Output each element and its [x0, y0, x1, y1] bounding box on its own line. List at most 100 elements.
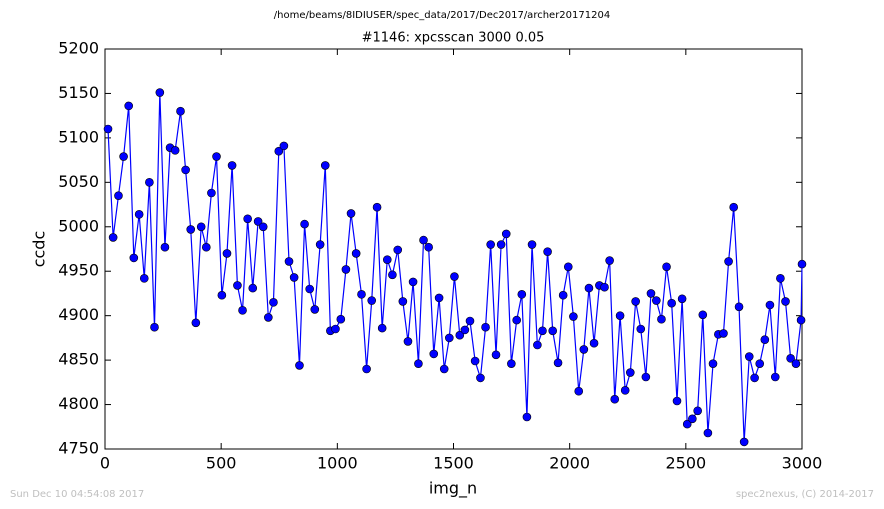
y-axis-label: ccdc [30, 231, 49, 268]
data-point [636, 324, 646, 334]
data-point [320, 161, 330, 170]
data-point [103, 124, 113, 134]
data-point [207, 188, 216, 198]
data-point [445, 333, 454, 343]
data-point [615, 311, 625, 320]
data-point [563, 262, 573, 272]
data-point [201, 242, 211, 252]
data-point [439, 364, 449, 374]
data-point [641, 372, 651, 382]
data-point [527, 240, 537, 249]
data-point [750, 373, 759, 383]
data-point [258, 222, 268, 232]
data-point [507, 359, 516, 368]
data-point [569, 312, 578, 321]
y-tick-label: 5100 [58, 127, 99, 146]
data-point [248, 283, 258, 293]
data-point [227, 161, 237, 170]
data-point [284, 257, 294, 266]
data-point [584, 283, 594, 293]
data-point [176, 106, 185, 116]
y-tick-label: 4850 [58, 350, 99, 369]
data-point [377, 323, 387, 333]
data-point [315, 240, 325, 249]
data-point [367, 296, 377, 305]
data-point [496, 240, 506, 249]
data-point [150, 322, 159, 332]
data-point [626, 368, 635, 377]
x-tick-label: 2500 [665, 454, 706, 473]
data-point [667, 298, 676, 308]
data-point [796, 315, 806, 325]
data-point [181, 165, 190, 175]
y-tick-label: 4750 [58, 439, 99, 458]
data-point [760, 335, 770, 344]
data-point [351, 249, 361, 258]
data-point [388, 270, 397, 280]
data-point [346, 209, 356, 218]
data-point [734, 302, 744, 312]
data-point [336, 314, 346, 324]
data-point [744, 352, 754, 361]
x-tick-label: 1500 [433, 454, 474, 473]
data-point [781, 297, 790, 306]
data-point [703, 428, 713, 438]
data-point [300, 219, 309, 229]
data-point [274, 146, 284, 156]
x-tick-label: 0 [100, 454, 110, 473]
data-point [600, 282, 609, 292]
data-point [455, 330, 465, 340]
data-point [776, 274, 785, 283]
data-point [765, 300, 775, 310]
data-point [786, 354, 795, 363]
data-point [264, 313, 273, 322]
data-point [646, 289, 656, 298]
data-point [114, 191, 123, 200]
suptitle: /home/beams/8IDIUSER/spec_data/2017/Dec2… [274, 10, 610, 21]
chart-title: #1146: xpcsscan 3000 0.05 [362, 31, 545, 46]
data-point [289, 273, 299, 282]
data-point [548, 326, 558, 336]
data-point [408, 277, 418, 287]
data-point [429, 349, 439, 359]
footer-right: spec2nexus, (C) 2014-2017 [736, 489, 874, 500]
data-point [481, 322, 490, 332]
data-point [693, 406, 702, 416]
data-point [605, 256, 614, 265]
data-point [160, 242, 170, 252]
data-point [129, 253, 139, 263]
data-point [770, 372, 780, 382]
data-point [579, 345, 589, 354]
data-point [310, 305, 320, 314]
data-point [170, 146, 180, 155]
y-tick-label: 4950 [58, 261, 99, 280]
data-point [470, 356, 480, 366]
data-point [620, 386, 630, 395]
data-point [791, 359, 801, 368]
data-point [797, 259, 807, 269]
data-point [698, 310, 708, 320]
data-point [486, 240, 495, 249]
x-tick-label: 500 [206, 454, 237, 473]
data-point [295, 361, 304, 370]
data-point [124, 101, 133, 111]
data-point [108, 233, 118, 242]
data-point [196, 222, 206, 232]
data-point [222, 249, 232, 258]
data-point [362, 364, 371, 374]
data-point [729, 202, 738, 212]
data-point [724, 257, 733, 266]
y-tick-label: 5050 [58, 172, 99, 191]
data-point [450, 272, 459, 281]
x-tick-label: 3000 [782, 454, 823, 473]
data-point [372, 202, 382, 212]
data-point [186, 225, 196, 234]
data-point [357, 290, 366, 299]
data-point [119, 152, 128, 161]
data-point [139, 274, 149, 283]
data-point [476, 373, 485, 383]
data-point [238, 306, 247, 315]
data-point [522, 412, 532, 422]
data-point [331, 324, 340, 334]
data-point [233, 281, 242, 290]
